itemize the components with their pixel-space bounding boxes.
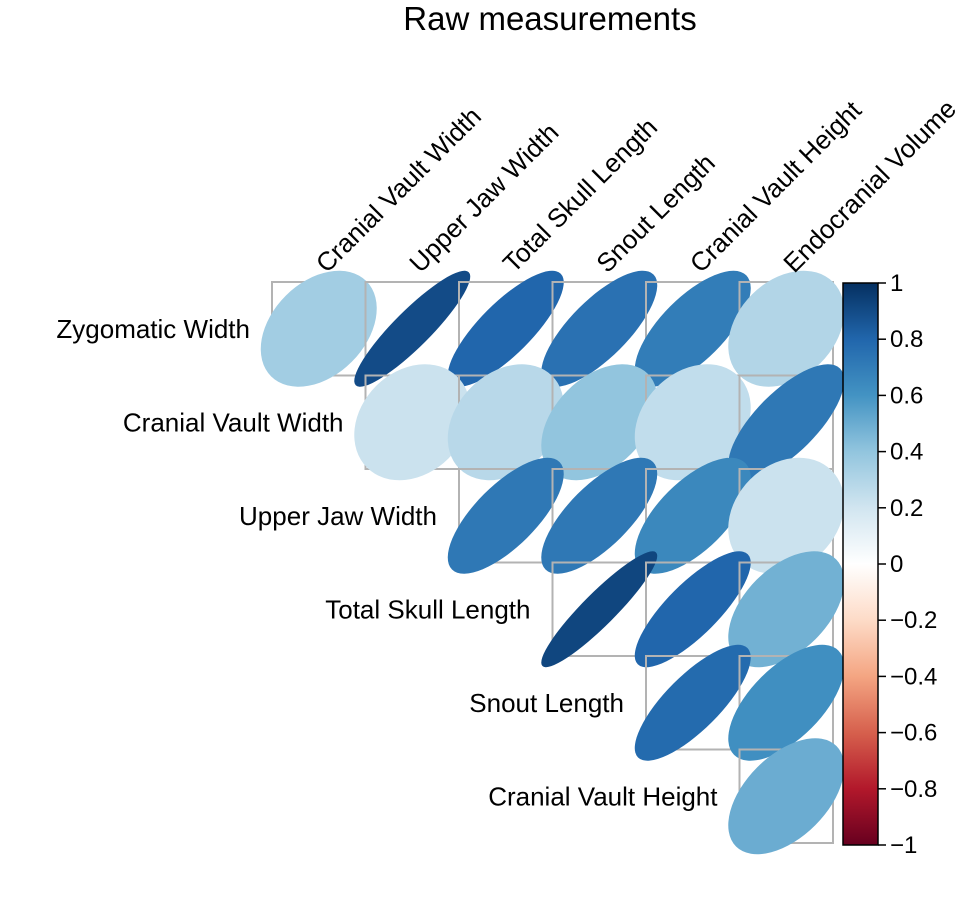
colorbar-tick-label: 0.8 <box>890 326 923 353</box>
correlation-ellipse <box>728 644 845 761</box>
correlation-ellipse <box>728 738 845 855</box>
correlation-ellipse <box>634 457 751 574</box>
row-label: Zygomatic Width <box>56 314 250 344</box>
column-label: Cranial Vault Height <box>684 94 868 278</box>
correlation-ellipse <box>260 270 377 387</box>
row-label: Cranial Vault Width <box>123 407 344 437</box>
row-label: Total Skull Length <box>325 594 530 624</box>
row-label: Snout Length <box>469 688 624 718</box>
colorbar-tick-label: 0.4 <box>890 439 923 466</box>
row-label: Upper Jaw Width <box>239 501 437 531</box>
correlation-ellipse <box>634 644 751 761</box>
row-label: Cranial Vault Height <box>488 781 718 811</box>
correlation-ellipse <box>541 457 658 574</box>
correlation-ellipse <box>728 364 845 481</box>
correlation-ellipse <box>541 551 658 668</box>
correlation-ellipse <box>354 270 471 387</box>
cells-layer <box>260 270 845 855</box>
correlation-ellipse <box>541 270 658 387</box>
correlation-ellipse <box>634 270 751 387</box>
correlation-ellipse <box>447 270 564 387</box>
colorbar-tick-label: −1 <box>890 832 917 859</box>
correlation-ellipse <box>728 551 845 668</box>
colorbar-tick-label: −0.4 <box>890 663 937 690</box>
colorbar-tick-label: −0.8 <box>890 776 937 803</box>
colorbar: 1 0.8 0.6 0.4 0.2 0 −0.2 −0.4 −0.6 −0.8 −1 <box>842 270 937 859</box>
colorbar-tick-label: −0.2 <box>890 607 937 634</box>
colorbar-tick-label: 0 <box>890 551 903 578</box>
correlation-ellipse <box>634 551 751 668</box>
chart-title: Raw measurements <box>403 0 696 37</box>
column-label: Total Skull Length <box>497 112 663 278</box>
correlation-ellipse <box>447 457 564 574</box>
colorbar-tick-label: 1 <box>890 270 903 297</box>
correlation-ellipse <box>634 364 751 481</box>
correlation-ellipse <box>728 457 845 574</box>
colorbar-tick-label: −0.6 <box>890 720 937 747</box>
correlation-ellipse <box>447 364 564 481</box>
column-label: Endocranial Volume <box>777 93 962 278</box>
colorbar-gradient <box>842 282 879 846</box>
column-label: Cranial Vault Width <box>310 101 487 278</box>
correlation-ellipse <box>354 364 471 481</box>
row-labels: Zygomatic Width Cranial Vault Width Upper … <box>56 314 718 812</box>
correlation-ellipse <box>541 364 658 481</box>
correlation-ellipse <box>728 270 845 387</box>
colorbar-tick-label: 0.2 <box>890 495 923 522</box>
colorbar-tick-label: 0.6 <box>890 382 923 409</box>
